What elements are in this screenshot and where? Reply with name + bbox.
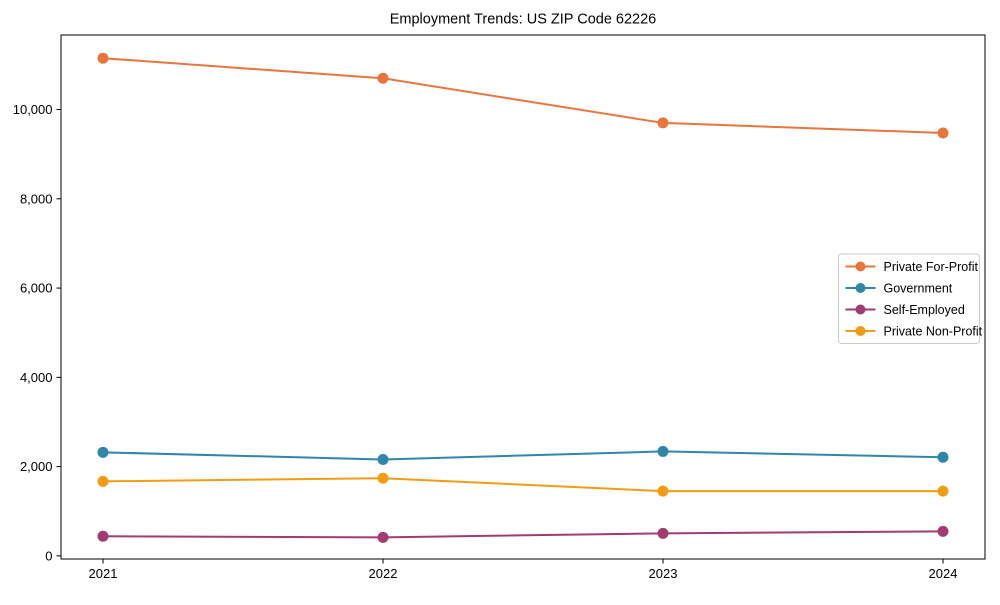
- x-tick-label: 2023: [649, 566, 678, 581]
- y-tick-label: 6,000: [20, 281, 53, 296]
- line-self-employed: [102, 530, 944, 539]
- y-axis: 0 2,000 4,000 6,000 8,000 10,000: [13, 102, 61, 563]
- marker-government-2023: [657, 445, 669, 457]
- marker-self-employed-2021: [97, 530, 109, 542]
- legend-label-self-employed: Self-Employed: [884, 303, 965, 317]
- legend-label-private-for-profit: Private For-Profit: [884, 260, 979, 274]
- marker-self-employed-2022: [377, 531, 389, 543]
- y-tick-label: 8,000: [20, 191, 53, 206]
- marker-private-for-profit-2021: [97, 52, 109, 64]
- marker-self-employed-2023: [657, 527, 669, 539]
- legend-marker-private-non-profit: [855, 326, 866, 336]
- x-axis: 2021 2022 2023 2024: [89, 559, 958, 581]
- marker-private-non-profit-2021: [97, 475, 109, 487]
- legend-marker-government: [855, 283, 866, 293]
- marker-private-non-profit-2023: [657, 485, 669, 497]
- legend-label-private-non-profit: Private Non-Profit: [884, 325, 983, 339]
- marker-private-for-profit-2023: [657, 117, 669, 129]
- y-tick-label: 10,000: [13, 102, 53, 117]
- legend-marker-self-employed: [855, 304, 866, 315]
- x-tick-label: 2022: [369, 566, 398, 581]
- marker-self-employed-2024: [937, 525, 949, 537]
- line-private-for-profit: [102, 57, 944, 134]
- plot-border: [60, 34, 986, 560]
- y-tick-label: 2,000: [20, 459, 53, 474]
- legend-box: [838, 253, 980, 344]
- marker-government-2024: [937, 451, 949, 463]
- x-tick-label: 2021: [89, 566, 118, 581]
- y-tick-label: 4,000: [20, 370, 53, 385]
- x-tick-label: 2024: [929, 566, 958, 581]
- legend-marker-private-for-profit: [855, 261, 866, 272]
- legend-label-government: Government: [884, 282, 953, 296]
- y-tick-label: 0: [45, 548, 52, 563]
- marker-government-2022: [377, 453, 389, 465]
- marker-private-non-profit-2022: [377, 472, 389, 484]
- line-private-non-profit: [102, 477, 944, 493]
- marker-private-non-profit-2024: [937, 485, 949, 497]
- marker-private-for-profit-2022: [377, 72, 389, 84]
- legend: Private For-Profit Government Self-Employe…: [838, 253, 983, 344]
- series-lines: [97, 52, 949, 543]
- marker-private-for-profit-2024: [937, 127, 949, 139]
- marker-government-2021: [97, 446, 109, 458]
- line-government: [102, 450, 944, 461]
- chart-title: Employment Trends: US ZIP Code 62226: [390, 12, 657, 28]
